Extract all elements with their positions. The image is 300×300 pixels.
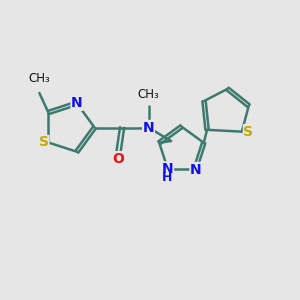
- Text: N: N: [143, 121, 154, 134]
- Text: O: O: [112, 152, 124, 166]
- Text: CH₃: CH₃: [138, 88, 159, 100]
- Text: S: S: [243, 125, 254, 139]
- Text: H: H: [162, 171, 172, 184]
- Text: N: N: [162, 162, 174, 176]
- Text: N: N: [190, 163, 202, 176]
- Text: CH₃: CH₃: [28, 72, 50, 85]
- Text: N: N: [71, 96, 83, 110]
- Text: S: S: [39, 136, 49, 149]
